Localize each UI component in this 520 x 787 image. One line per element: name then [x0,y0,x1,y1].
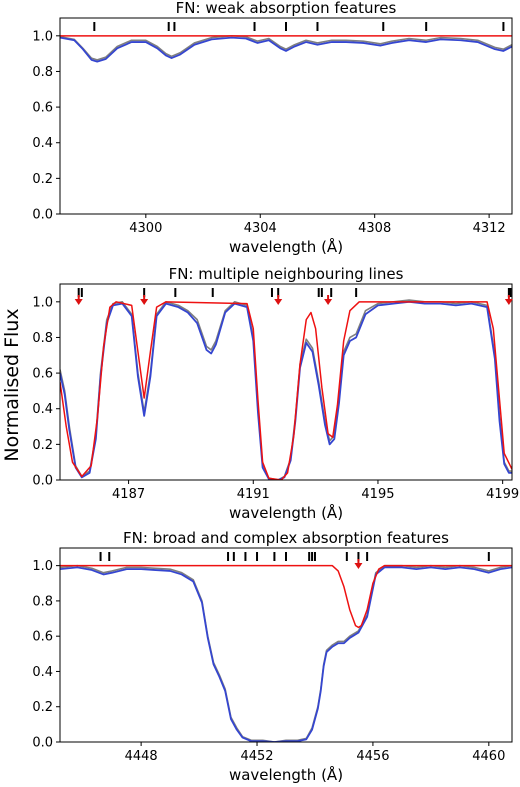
y-tick-label: 0.6 [32,101,53,116]
series-line-observed-smooth [60,36,512,63]
y-tick-label: 0.2 [32,172,53,187]
x-tick-label: 4191 [237,487,270,502]
y-tick-label: 0.8 [32,331,53,346]
x-axis-label: wavelength (Å) [229,503,343,522]
y-tick-label: 0.8 [32,65,53,80]
chart-panel-1: FN: weak absorption features 0.0 0.2 0.4 0.6… [32,0,513,256]
fit-marker-arrow [274,299,283,305]
x-axis-label: wavelength (Å) [229,765,343,784]
series-line-observed [60,299,512,480]
y-tick-label: 0.4 [32,402,53,417]
y-tick-label: 0.2 [32,700,53,715]
y-tick-label: 0.0 [32,208,53,223]
series-line-model [60,301,512,480]
fit-marker-arrow [74,299,83,305]
series-line-observed [60,35,512,61]
series-line-observed [60,564,512,742]
plot-frame [59,17,513,215]
chart-title: FN: weak absorption features [176,0,397,17]
fit-marker-arrow [140,299,149,305]
y-tick-label: 0.4 [32,136,53,151]
x-tick-label: 4195 [361,487,394,502]
fit-marker-arrow [504,299,513,305]
y-tick-label: 1.0 [32,295,53,310]
chart-title: FN: broad and complex absorption feature… [123,529,449,547]
x-axis-label: wavelength (Å) [229,237,343,256]
y-tick-label: 0.6 [32,630,53,645]
series-line-observed-smooth [60,566,512,742]
x-tick-label: 4300 [129,221,162,236]
x-tick-label: 4452 [240,749,273,764]
x-tick-label: 4199 [486,487,519,502]
x-tick-label: 4456 [356,749,389,764]
x-tick-label: 4304 [244,221,277,236]
fit-marker-arrow [354,563,363,569]
y-tick-label: 0.6 [32,367,53,382]
plot-frame [59,283,513,481]
x-tick-label: 4448 [125,749,158,764]
y-tick-label: 0.0 [32,736,53,751]
x-tick-label: 4460 [472,749,505,764]
x-tick-label: 4308 [358,221,391,236]
chart-panel-3: FN: broad and complex absorption feature… [32,529,513,784]
plot-frame [59,547,513,743]
y-tick-label: 1.0 [32,559,53,574]
y-tick-label: 0.2 [32,438,53,453]
y-tick-label: 1.0 [32,29,53,44]
series-line-model [60,564,512,629]
chart-panel-2: FN: multiple neighbouring lines 0.0 0.2 0.4… [32,265,519,522]
chart-title: FN: multiple neighbouring lines [169,265,404,283]
x-tick-label: 4312 [473,221,506,236]
y-tick-label: 0.4 [32,665,53,680]
x-tick-label: 4187 [112,487,145,502]
fit-marker-arrow [324,299,333,305]
series-line-observed-smooth [60,300,512,480]
y-tick-label: 0.8 [32,594,53,609]
y-axis-label: Normalised Flux [1,308,23,461]
y-tick-label: 0.0 [32,474,53,489]
